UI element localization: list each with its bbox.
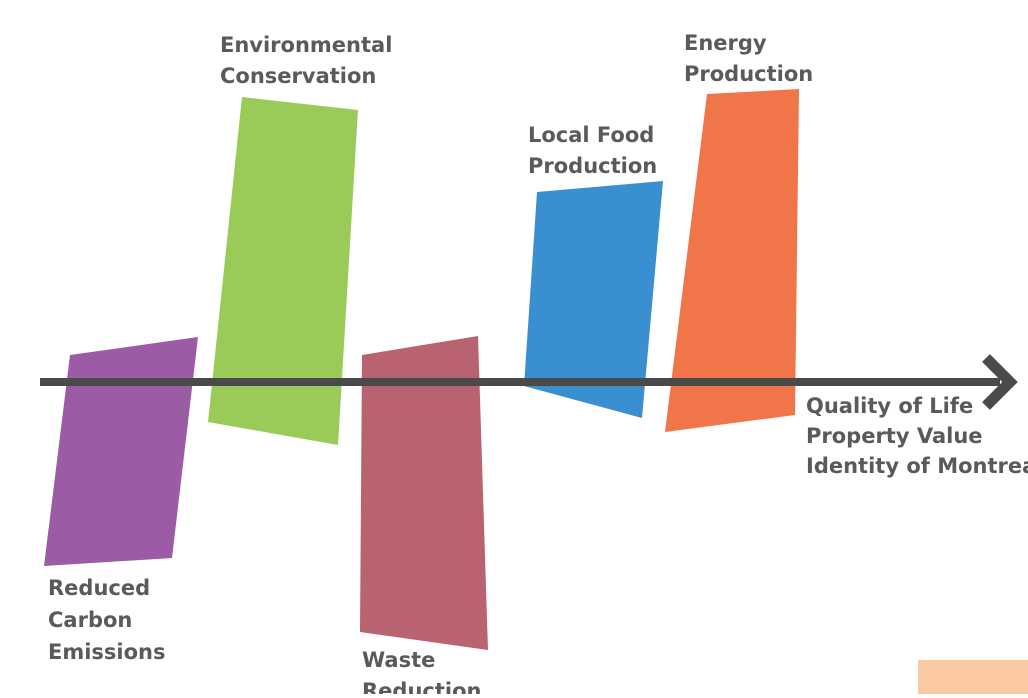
- label-line: Environmental: [220, 33, 392, 57]
- outcome-identity-of-montreal: Identity of Montreal: [806, 454, 1028, 478]
- label-line: Local Food: [528, 123, 654, 147]
- environmental-conservation-label: Environmental Conservation: [220, 33, 400, 88]
- label-line: Production: [684, 62, 813, 86]
- outcome-property-value: Property Value: [806, 424, 983, 448]
- energy-production-block: [665, 89, 799, 432]
- label-line: Production: [528, 154, 657, 178]
- label-line: Waste: [362, 648, 435, 672]
- energy-production-label: Energy Production: [684, 31, 813, 86]
- waste-reduction-block: [360, 336, 488, 650]
- label-line: Reduced: [48, 576, 150, 600]
- label-line: Emissions: [48, 640, 166, 664]
- label-line: Energy: [684, 31, 767, 55]
- label-line: Reduction: [362, 679, 481, 694]
- waste-reduction-label: Waste Reduction: [362, 648, 481, 694]
- outcome-quality-of-life: Quality of Life: [806, 394, 973, 418]
- carbon-emissions-block: [44, 337, 198, 566]
- label-line: Conservation: [220, 64, 376, 88]
- axis-arrow-icon: [982, 354, 1018, 410]
- environmental-conservation-block: [208, 97, 358, 445]
- reduced-carbon-emissions-label: Reduced Carbon Emissions: [48, 576, 166, 664]
- corner-color-swatch: [918, 660, 1028, 694]
- local-food-production-block: [524, 181, 663, 418]
- axis-outcomes-label: Quality of Life Property Value Identity …: [806, 394, 1028, 478]
- local-food-production-label: Local Food Production: [528, 123, 662, 178]
- label-line: Carbon: [48, 608, 132, 632]
